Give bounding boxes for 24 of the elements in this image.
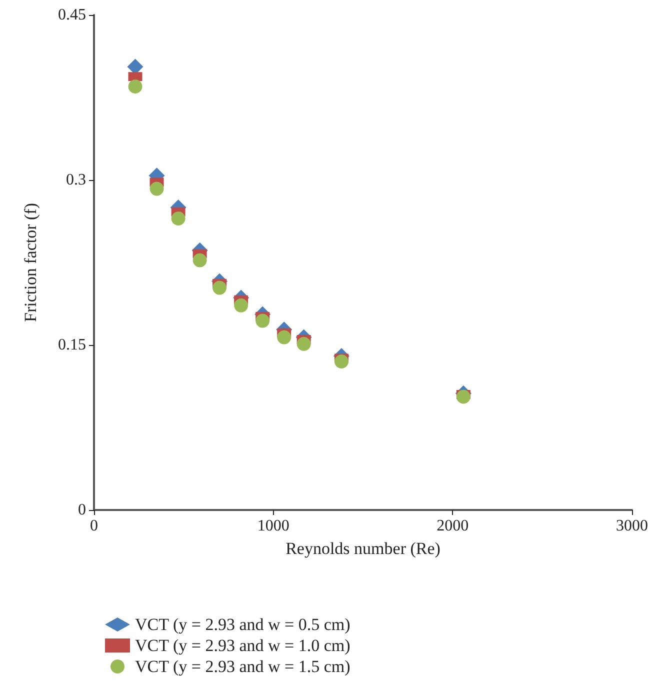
point	[150, 182, 164, 196]
y-tick-label: 0	[78, 502, 86, 518]
point	[456, 390, 470, 404]
point	[256, 314, 270, 328]
point	[171, 212, 186, 226]
x-tick-label: 2000	[436, 518, 469, 534]
point	[212, 280, 227, 295]
x-tick-label: 3000	[616, 518, 648, 534]
legend-label: VCT (y = 2.93 and w = 1.0 cm)	[135, 636, 350, 655]
legend-label: VCT (y = 2.93 and w = 1.5 cm)	[135, 657, 350, 676]
legend-label: VCT (y = 2.93 and w = 0.5 cm)	[135, 615, 350, 634]
y-tick-label: 0.45	[58, 6, 86, 24]
point	[277, 330, 292, 344]
y-tick-label: 0.3	[66, 172, 86, 188]
y-tick-label: 0.15	[58, 336, 86, 354]
point	[128, 80, 142, 94]
y-axis-title: Friction factor (f)	[21, 203, 40, 322]
x-axis-title: Reynolds number (Re)	[286, 539, 440, 558]
point	[234, 298, 248, 312]
point	[192, 253, 207, 268]
x-tick-label: 0	[90, 518, 98, 534]
point	[296, 336, 311, 351]
x-tick-label: 1000	[257, 518, 290, 534]
point	[334, 354, 348, 368]
